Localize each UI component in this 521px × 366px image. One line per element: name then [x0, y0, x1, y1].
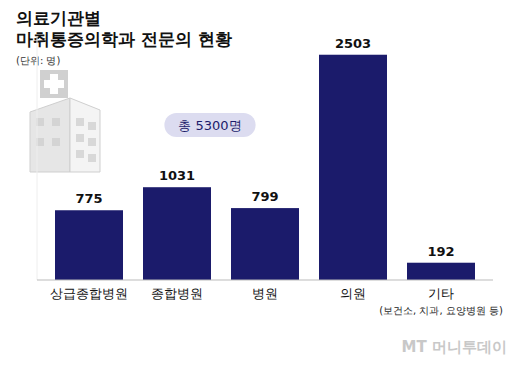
icon-window [88, 138, 96, 146]
bar [55, 210, 123, 280]
data-label: 2503 [335, 36, 371, 51]
x-tick-label: 상급종합병원 [50, 286, 128, 301]
title: 의료기관별 [16, 8, 101, 28]
bar [231, 208, 299, 280]
icon-window [76, 150, 84, 158]
icon-window [76, 134, 84, 142]
bar [407, 263, 475, 280]
x-tick-label: 종합병원 [151, 286, 203, 301]
data-label: 1031 [159, 168, 195, 183]
annotation-pill [164, 113, 255, 137]
category-note: (보건소, 치과, 요양병원 등) [379, 305, 503, 316]
data-label: 775 [75, 191, 102, 206]
title: 마취통증의학과 전문의 현황 [16, 29, 232, 49]
chart: 의료기관별마취통증의학과 전문의 현황 (단위: 명) 총 5300명 775 1031… [0, 0, 521, 366]
x-tick-label: 기타 [428, 286, 454, 301]
data-label: 192 [427, 244, 454, 259]
annotation: 총 5300명 [178, 118, 241, 133]
subtitle: (단위: 명) [16, 55, 60, 66]
icon-cross [44, 80, 64, 88]
baseline [37, 280, 493, 281]
icon-cross-bg [40, 70, 68, 98]
bar [319, 55, 387, 280]
icon-front [70, 98, 100, 172]
bars [55, 55, 475, 280]
y-axis-line [37, 37, 38, 280]
icon-window [52, 138, 60, 146]
data-label: 799 [251, 189, 278, 204]
bar [143, 187, 211, 280]
icon-window [88, 122, 96, 130]
watermark: MT 머니투데이 [402, 338, 507, 356]
icon-window [52, 118, 60, 126]
hospital-icon [30, 70, 100, 172]
icon-window [88, 154, 96, 162]
x-tick-label: 의원 [340, 286, 366, 301]
icon-window [76, 118, 84, 126]
icon-side [30, 98, 70, 172]
x-tick-label: 병원 [252, 286, 278, 301]
